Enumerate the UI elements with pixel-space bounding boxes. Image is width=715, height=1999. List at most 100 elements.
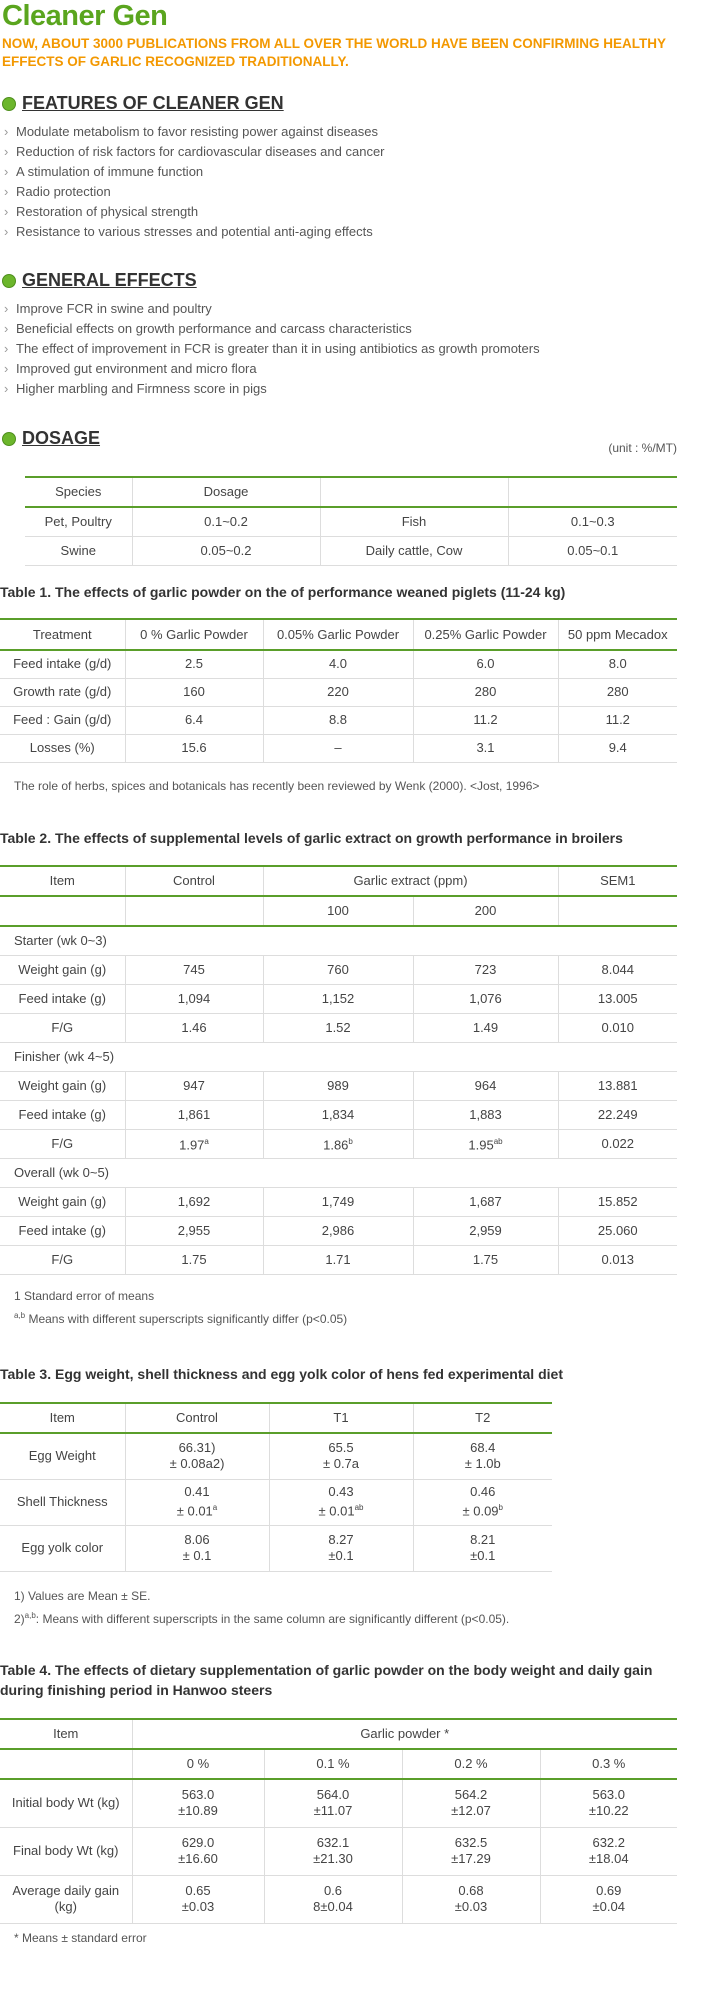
text: Treatment: [32, 626, 92, 642]
cell-line: 0.6: [267, 1883, 400, 1899]
cell-line: 632.1: [267, 1835, 400, 1851]
text: Final body Wt (kg): [13, 1843, 119, 1858]
text: 723: [474, 961, 497, 977]
table-row: Losses (%) 15.6 – 3.1 9.4: [0, 734, 677, 763]
text: 0.1~0.2: [204, 513, 248, 529]
text: 0 %: [186, 1756, 210, 1771]
table-cell: 564.2 ±12.07: [401, 1779, 540, 1828]
table-cell: 563.0 ±10.22: [539, 1779, 677, 1828]
text: 1.86: [323, 1137, 349, 1153]
text: Daily cattle, Cow: [365, 542, 463, 558]
table-cell: Average daily gain (kg): [0, 1875, 132, 1924]
table-row: Initial body Wt (kg) 563.0 ±10.89 564.0 ±11.…: [0, 1779, 677, 1828]
bullet-item: Improved gut environment and micro flora: [0, 359, 715, 379]
text: 2,955: [177, 1222, 211, 1238]
cell-line: 8.21: [416, 1532, 551, 1548]
header-cell: Species: [25, 476, 132, 508]
text: 8.27: [328, 1532, 354, 1547]
section: FEATURES OF CLEANER GEN Modulate metaboli…: [0, 90, 715, 242]
bullet-item: Radio protection: [0, 182, 715, 202]
text: F/G: [51, 1019, 74, 1035]
text: Pet, Poultry: [44, 513, 112, 529]
group-cell: Starter (wk 0~3): [0, 926, 678, 956]
section-heading: DOSAGE: [0, 425, 715, 451]
text: ±16.60: [178, 1851, 218, 1866]
bullet-item: The effect of improvement in FCR is grea…: [0, 339, 715, 359]
note: 1 Standard error of means: [14, 1286, 347, 1306]
table: Item Control Garlic extract (ppm) SEM1 100 20…: [0, 865, 678, 1275]
text: 160: [183, 684, 205, 699]
text: Feed intake (g): [18, 1222, 106, 1238]
table-cell: F/G: [0, 1129, 125, 1159]
text: 1.46: [181, 1019, 207, 1035]
table-cell: 68.4 ± 1.0b: [412, 1433, 552, 1480]
cell-line: 8.27: [272, 1532, 411, 1548]
cell-line: ± 0.1: [128, 1548, 267, 1564]
cell-line: ±10.89: [135, 1803, 262, 1819]
text: 280: [606, 684, 629, 699]
header-cell: Dosage: [131, 476, 320, 508]
table-cell: Swine: [25, 536, 132, 566]
text: T2: [475, 1410, 491, 1425]
text: 100: [327, 903, 349, 918]
text: Growth rate (g/d): [13, 684, 112, 699]
text: ±0.03: [181, 1899, 215, 1914]
text: 1,076: [469, 990, 502, 1006]
text: Item: [49, 873, 75, 888]
cell-line: ±0.03: [135, 1899, 262, 1915]
text: Egg Weight: [28, 1448, 96, 1464]
table-caption: Table 1. The effects of garlic powder on…: [0, 584, 566, 600]
cell-line: ± 1.0b: [416, 1456, 551, 1472]
text: ±11.07: [313, 1803, 353, 1819]
note: a,b Means with different superscripts si…: [14, 1306, 347, 1329]
text: Weight gain (g): [18, 1193, 107, 1209]
cell-line: 564.2: [405, 1787, 538, 1803]
text: 1 Standard error of means: [14, 1289, 155, 1303]
header-cell: Item: [0, 865, 125, 897]
table-row: Item Control T1 T2: [0, 1402, 552, 1434]
table-cell: 1,749: [262, 1187, 413, 1217]
table-cell: 8.0: [557, 650, 677, 679]
table-cell: 760: [262, 955, 413, 985]
table-cell: 2.5: [124, 650, 263, 679]
text: Garlic extract (ppm): [353, 873, 468, 888]
text: ±17.29: [451, 1851, 491, 1866]
table-block: Table 1. The effects of garlic powder on…: [0, 582, 715, 793]
text: Fish: [401, 513, 427, 529]
table-cell: 629.0 ±16.60: [131, 1827, 264, 1876]
text: 0.05~0.1: [567, 542, 619, 558]
note: * Means ± standard error: [14, 1928, 147, 1948]
text: 8.8: [328, 712, 348, 727]
table-row: Overall (wk 0~5): [0, 1158, 678, 1188]
text: 50 ppm Mecadox: [567, 626, 668, 642]
cell-line: ±21.30: [267, 1851, 400, 1867]
bullet-item: Reduction of risk factors for cardiovasc…: [0, 142, 715, 162]
table-cell: 11.2: [412, 706, 558, 735]
text: Finisher (wk 4~5): [14, 1048, 115, 1064]
superscript: a,b: [24, 1611, 36, 1620]
text: 0.65: [185, 1883, 211, 1898]
cell-line: 564.0: [267, 1787, 400, 1803]
notes: The role of herbs, spices and botanicals…: [14, 776, 539, 796]
text: 200: [474, 903, 497, 918]
table-cell: 0.05~0.1: [507, 536, 677, 566]
text: 1,749: [321, 1193, 355, 1209]
table-row: Shell Thickness 0.41 ± 0.01a 0.43 ± 0.01ab 0.…: [0, 1479, 552, 1526]
text: 22.249: [597, 1106, 638, 1122]
text: 8±0.04: [313, 1899, 353, 1914]
text: 0.25% Garlic Powder: [424, 626, 547, 642]
table-cell: Feed intake (g): [0, 1216, 125, 1246]
table-cell: 564.0 ±11.07: [263, 1779, 402, 1828]
cell-line: 66.31): [128, 1440, 267, 1456]
text: ±18.04: [588, 1851, 629, 1866]
text: 0.43: [328, 1484, 354, 1500]
text: 0.46: [470, 1484, 496, 1500]
bullet-item: A stimulation of immune function: [0, 162, 715, 182]
table-cell: Shell Thickness: [0, 1479, 125, 1526]
table-cell: Initial body Wt (kg): [0, 1779, 132, 1828]
table-cell: 1,883: [412, 1100, 559, 1130]
table-cell: 220: [262, 678, 413, 707]
table-cell: 563.0 ±10.89: [131, 1779, 264, 1828]
text: F/G: [51, 1251, 74, 1267]
table-cell: 9.4: [557, 734, 677, 763]
